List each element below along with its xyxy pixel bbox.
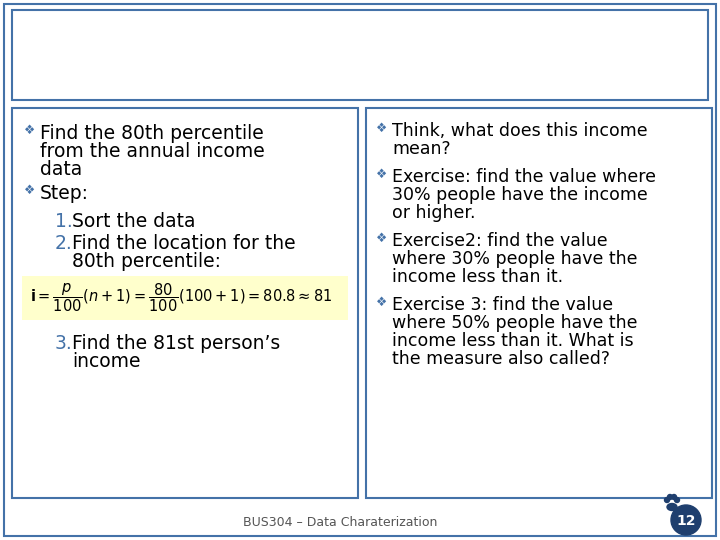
- Ellipse shape: [667, 503, 677, 510]
- FancyBboxPatch shape: [12, 108, 358, 498]
- Text: Step:: Step:: [40, 184, 89, 203]
- Text: 1.: 1.: [55, 212, 73, 231]
- Circle shape: [667, 495, 672, 500]
- Text: 2.: 2.: [55, 234, 73, 253]
- Text: ❖: ❖: [24, 184, 35, 197]
- Text: from the annual income: from the annual income: [40, 142, 265, 161]
- Text: 80th percentile:: 80th percentile:: [72, 252, 221, 271]
- Text: or higher.: or higher.: [392, 204, 475, 222]
- Text: Sort the data: Sort the data: [72, 212, 196, 231]
- Text: Find the 80th percentile: Find the 80th percentile: [40, 124, 264, 143]
- Text: 3.: 3.: [55, 334, 73, 353]
- Text: Exercise 3: find the value: Exercise 3: find the value: [392, 296, 613, 314]
- Text: ❖: ❖: [377, 295, 387, 308]
- Text: where 50% people have the: where 50% people have the: [392, 314, 637, 332]
- FancyBboxPatch shape: [4, 4, 716, 536]
- Text: mean?: mean?: [392, 140, 451, 158]
- FancyBboxPatch shape: [22, 276, 348, 320]
- Text: Find the location for the: Find the location for the: [72, 234, 296, 253]
- Text: ❖: ❖: [24, 124, 35, 137]
- Text: ❖: ❖: [377, 232, 387, 245]
- Text: Find the 81st person’s: Find the 81st person’s: [72, 334, 280, 353]
- Text: where 30% people have the: where 30% people have the: [392, 250, 637, 268]
- Text: Think, what does this income: Think, what does this income: [392, 122, 647, 140]
- Text: income less than it. What is: income less than it. What is: [392, 332, 634, 350]
- Text: Exercise: find the value where: Exercise: find the value where: [392, 168, 656, 186]
- Text: income less than it.: income less than it.: [392, 268, 563, 286]
- Text: ❖: ❖: [377, 122, 387, 134]
- Text: 12: 12: [676, 514, 696, 528]
- Text: data: data: [40, 160, 82, 179]
- Text: $\mathbf{i} = \dfrac{p}{100}(n+1) = \dfrac{80}{100}(100+1) = 80.8 \approx 81$: $\mathbf{i} = \dfrac{p}{100}(n+1) = \dfr…: [30, 282, 332, 314]
- Text: BUS304 – Data Charaterization: BUS304 – Data Charaterization: [243, 516, 437, 530]
- Text: 30% people have the income: 30% people have the income: [392, 186, 648, 204]
- Circle shape: [671, 505, 701, 535]
- Text: the measure also called?: the measure also called?: [392, 350, 610, 368]
- FancyBboxPatch shape: [12, 10, 708, 100]
- Circle shape: [672, 495, 677, 500]
- Text: income: income: [72, 352, 140, 371]
- Text: ❖: ❖: [377, 167, 387, 180]
- Text: Exercise2: find the value: Exercise2: find the value: [392, 232, 608, 250]
- Circle shape: [675, 497, 680, 503]
- FancyBboxPatch shape: [366, 108, 712, 498]
- Circle shape: [665, 497, 670, 503]
